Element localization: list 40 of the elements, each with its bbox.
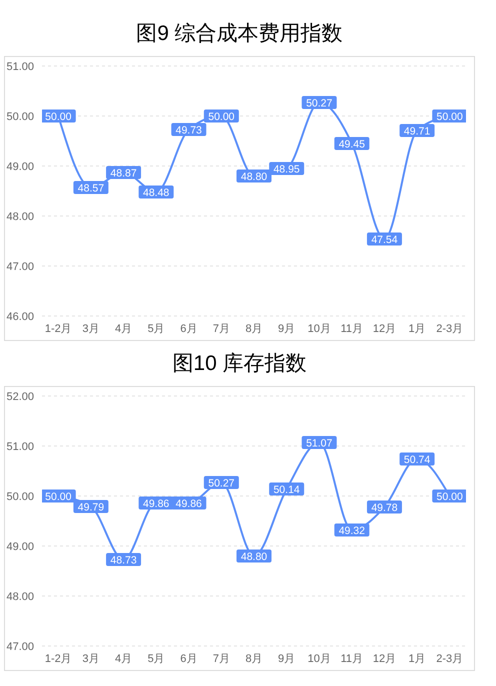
x-tick-label: 4月 [114, 322, 132, 335]
y-tick-label: 50.00 [6, 490, 34, 503]
y-tick-label: 52.00 [6, 390, 34, 403]
y-tick-label: 51.00 [6, 60, 34, 73]
x-tick-label: 5月 [148, 652, 165, 665]
x-tick-label: 9月 [278, 652, 296, 665]
x-tick-label: 1月 [408, 322, 426, 335]
x-tick-label: 3月 [82, 652, 100, 665]
x-tick-label: 8月 [245, 322, 263, 335]
y-tick-label: 49.00 [6, 160, 34, 173]
x-tick-label: 6月 [180, 652, 198, 665]
x-tick-label: 12月 [372, 652, 396, 665]
chart-title: 图10 库存指数 [171, 351, 308, 377]
x-tick-label: 7月 [212, 322, 230, 335]
x-tick-label: 3月 [82, 322, 100, 335]
x-tick-label: 6月 [180, 322, 198, 335]
x-tick-label: 1-2月 [44, 652, 72, 665]
y-tick-label: 47.00 [6, 260, 34, 273]
x-tick-label: 1月 [408, 652, 426, 665]
x-tick-label: 10月 [308, 322, 331, 335]
y-tick-label: 46.00 [6, 310, 34, 323]
y-tick-label: 48.00 [6, 590, 34, 603]
x-tick-label: 8月 [245, 652, 263, 665]
y-tick-label: 47.00 [6, 640, 34, 653]
x-tick-label: 1-2月 [44, 322, 72, 335]
x-tick-label: 10月 [308, 652, 331, 665]
x-tick-label: 2-3月 [436, 322, 464, 335]
x-tick-label: 11月 [340, 322, 364, 335]
x-tick-label: 9月 [278, 322, 296, 335]
x-tick-label: 2-3月 [436, 652, 464, 665]
x-tick-label: 11月 [340, 652, 364, 665]
x-tick-label: 12月 [372, 322, 396, 335]
y-tick-label: 51.00 [6, 440, 34, 453]
x-tick-label: 7月 [212, 652, 230, 665]
chart-title: 图9 综合成本费用指数 [135, 21, 344, 47]
y-tick-label: 48.00 [6, 210, 34, 223]
x-tick-label: 4月 [114, 652, 132, 665]
y-tick-label: 50.00 [6, 110, 34, 123]
x-tick-label: 5月 [148, 322, 165, 335]
y-tick-label: 49.00 [6, 540, 34, 553]
